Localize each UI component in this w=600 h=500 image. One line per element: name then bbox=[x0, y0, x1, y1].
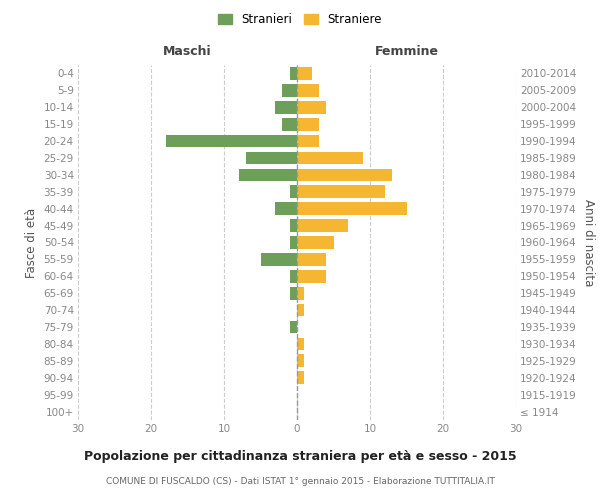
Bar bbox=[297, 118, 319, 130]
Bar bbox=[297, 168, 392, 181]
Bar bbox=[297, 186, 385, 198]
Bar bbox=[297, 304, 304, 316]
Bar bbox=[297, 202, 407, 215]
Bar bbox=[260, 253, 297, 266]
Bar bbox=[297, 84, 319, 96]
Text: Femmine: Femmine bbox=[374, 45, 439, 58]
Bar bbox=[297, 67, 311, 80]
Bar bbox=[297, 101, 326, 114]
Bar bbox=[290, 67, 297, 80]
Bar bbox=[290, 320, 297, 334]
Legend: Stranieri, Straniere: Stranieri, Straniere bbox=[213, 8, 387, 31]
Bar bbox=[290, 270, 297, 282]
Bar bbox=[290, 186, 297, 198]
Bar bbox=[297, 152, 362, 164]
Bar bbox=[283, 118, 297, 130]
Bar bbox=[297, 338, 304, 350]
Bar bbox=[297, 236, 334, 249]
Bar bbox=[275, 202, 297, 215]
Bar bbox=[239, 168, 297, 181]
Bar bbox=[297, 220, 348, 232]
Text: Maschi: Maschi bbox=[163, 45, 212, 58]
Bar bbox=[290, 220, 297, 232]
Bar bbox=[275, 101, 297, 114]
Bar bbox=[290, 236, 297, 249]
Bar bbox=[283, 84, 297, 96]
Bar bbox=[297, 270, 326, 282]
Bar bbox=[297, 287, 304, 300]
Bar bbox=[297, 253, 326, 266]
Bar bbox=[297, 372, 304, 384]
Bar bbox=[290, 287, 297, 300]
Bar bbox=[166, 134, 297, 147]
Text: Popolazione per cittadinanza straniera per età e sesso - 2015: Popolazione per cittadinanza straniera p… bbox=[83, 450, 517, 463]
Y-axis label: Anni di nascita: Anni di nascita bbox=[583, 199, 595, 286]
Bar bbox=[297, 134, 319, 147]
Bar bbox=[297, 354, 304, 367]
Bar bbox=[246, 152, 297, 164]
Text: COMUNE DI FUSCALDO (CS) - Dati ISTAT 1° gennaio 2015 - Elaborazione TUTTITALIA.I: COMUNE DI FUSCALDO (CS) - Dati ISTAT 1° … bbox=[106, 478, 494, 486]
Y-axis label: Fasce di età: Fasce di età bbox=[25, 208, 38, 278]
